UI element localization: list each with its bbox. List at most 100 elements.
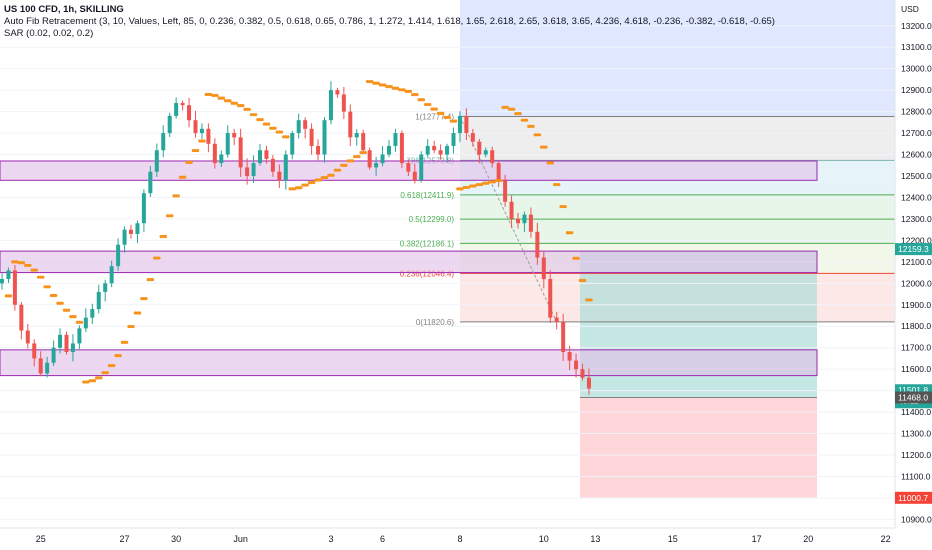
candle-body [245, 167, 250, 176]
sar-dot [189, 160, 193, 165]
candle-body [290, 133, 295, 155]
sar-dot [99, 376, 103, 380]
candle-body [387, 145, 391, 155]
candle-body [361, 133, 366, 151]
candle-body [554, 317, 559, 322]
x-tick-label: 13 [590, 534, 600, 544]
fib-price-badge: 12159.3 [898, 244, 929, 254]
sar-dot [215, 93, 219, 98]
x-tick-label: 15 [668, 534, 678, 544]
fib-extension-zone [460, 0, 895, 117]
y-tick-label: 11200.0 [901, 450, 931, 460]
sar-dot [576, 256, 580, 260]
candle-body [367, 150, 372, 168]
sar-dot [589, 298, 593, 302]
fib-level-label: 0.5(12299.0) [409, 215, 455, 224]
candle-body [335, 90, 340, 95]
candle-body [303, 120, 308, 129]
y-tick-label: 12200.0 [901, 235, 932, 245]
y-tick-label: 12800.0 [901, 107, 932, 117]
candle-body [348, 111, 353, 138]
sar-dot [279, 130, 284, 134]
candle-body [90, 309, 95, 318]
sar-dot [202, 139, 206, 143]
x-tick-label: 20 [803, 534, 813, 544]
x-tick-label: 27 [120, 534, 130, 544]
sar-dot [273, 126, 277, 130]
candle-body [283, 154, 288, 181]
candle-body [19, 304, 24, 331]
chart-legend: US 100 CFD, 1h, SKILLING Auto Fib Retrac… [4, 4, 775, 40]
sar-dot [34, 268, 39, 272]
candle-body [528, 214, 533, 232]
y-tick-label: 12500.0 [901, 171, 932, 181]
x-tick-label: 17 [752, 534, 762, 544]
candle-body [496, 163, 501, 181]
candle-body [483, 150, 488, 155]
candle-body [451, 133, 456, 146]
sar-dot [118, 354, 122, 358]
sar-dot [447, 115, 451, 119]
candle-body [0, 279, 4, 284]
y-tick-label: 12900.0 [901, 85, 932, 95]
candle-body [51, 347, 56, 363]
fib-trend-line [459, 116, 558, 323]
sar-dot [254, 113, 258, 117]
fib-level-label: 0.618(12411.9) [400, 191, 454, 200]
candle-body [406, 163, 411, 172]
candle-body [296, 120, 301, 134]
fib-zone-1-786 [460, 116, 895, 161]
sar-dot [9, 294, 13, 298]
x-tick-label: 22 [881, 534, 891, 544]
candle-body [77, 328, 82, 344]
candle-body [225, 133, 230, 155]
sar-dot [350, 159, 355, 163]
sar-dot [105, 371, 109, 375]
supply-demand-zone [0, 250, 818, 274]
sar-dot [92, 379, 97, 383]
sar-dot [434, 107, 438, 111]
sar-dot [421, 98, 425, 102]
y-tick-label: 13200.0 [901, 21, 932, 31]
sar-dot [305, 183, 309, 187]
sar-dot [512, 107, 516, 111]
sar-dot [544, 145, 548, 149]
candle-body [199, 128, 204, 134]
candle-body [341, 94, 346, 112]
sar-dot [267, 122, 271, 126]
candle-body [180, 103, 185, 106]
y-tick-label: 13000.0 [901, 64, 932, 74]
candle-body [309, 128, 314, 146]
fib-indicator-label[interactable]: Auto Fib Retracement (3, 10, Values, Lef… [4, 16, 775, 27]
x-tick-label: 25 [36, 534, 46, 544]
candle-body [45, 362, 50, 374]
sar-indicator-label[interactable]: SAR (0.02, 0.02, 0.2) [4, 28, 94, 39]
candle-body [258, 150, 262, 164]
sar-dot [550, 161, 555, 165]
y-tick-label: 11900.0 [901, 300, 931, 310]
candle-body [6, 270, 11, 280]
candle-body [187, 105, 192, 121]
sar-dot [21, 261, 26, 265]
target-price-badge-bg [895, 491, 932, 504]
candle-body [425, 145, 430, 155]
sar-dot [454, 119, 458, 123]
sar-dot [408, 89, 413, 93]
candle-body [109, 266, 114, 284]
time-axis [0, 528, 932, 550]
sar-dot [183, 175, 187, 179]
supply-demand-zone [0, 349, 818, 377]
x-tick-label: 6 [380, 534, 385, 544]
sar-dot [344, 163, 348, 167]
candle-body [477, 141, 482, 155]
candle-body [490, 150, 495, 164]
price-axis [895, 0, 932, 550]
candle-body [322, 120, 327, 155]
candle-body [212, 143, 217, 164]
candle-body [561, 321, 566, 352]
sar-dot [376, 81, 380, 85]
candle-body [438, 150, 443, 155]
sar-dot [28, 263, 32, 268]
sar-dot [299, 186, 303, 190]
